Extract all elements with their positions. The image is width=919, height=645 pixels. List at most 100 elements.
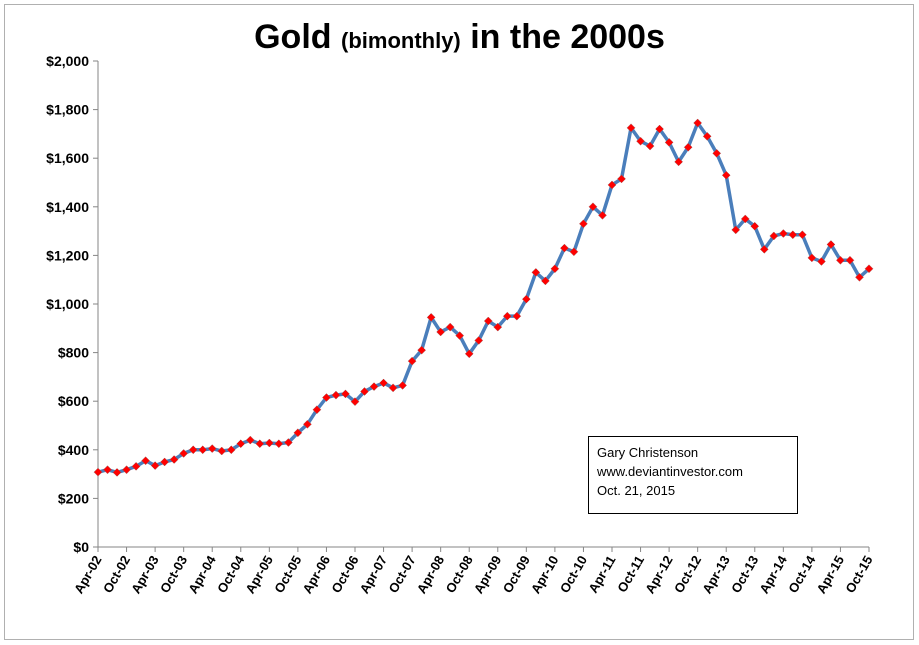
data-point — [674, 157, 683, 167]
data-point — [417, 345, 426, 355]
data-point — [169, 455, 179, 464]
data-point — [721, 170, 731, 180]
data-point — [445, 322, 455, 332]
data-point — [798, 230, 807, 240]
data-point — [493, 322, 503, 332]
data-point — [131, 461, 141, 471]
data-point — [683, 142, 693, 152]
data-point — [531, 268, 541, 277]
data-point — [245, 435, 255, 445]
data-point — [407, 356, 417, 366]
data-point — [655, 124, 664, 134]
data-point — [560, 243, 569, 253]
data-point — [826, 240, 836, 249]
data-point — [769, 231, 779, 241]
data-point — [740, 214, 750, 224]
annotation-author: Gary Christenson — [597, 445, 699, 460]
x-tick-label: Apr-13 — [699, 553, 733, 596]
x-tick-label: Apr-08 — [414, 553, 448, 596]
annotation-box: Gary Christenson www.deviantinvestor.com… — [588, 436, 798, 514]
data-point — [112, 468, 122, 477]
y-tick-label: $1,800 — [46, 102, 89, 118]
data-point — [855, 272, 864, 282]
data-point — [455, 331, 465, 340]
data-point — [845, 255, 855, 265]
data-point — [103, 465, 112, 475]
data-point — [436, 327, 446, 337]
x-tick-label: Apr-04 — [185, 552, 219, 596]
data-point — [141, 456, 150, 466]
y-tick-label: $1,600 — [46, 150, 89, 166]
data-point — [607, 180, 617, 190]
data-point — [550, 264, 560, 274]
data-point — [588, 202, 598, 212]
data-point — [426, 313, 436, 322]
data-point — [198, 445, 208, 455]
y-tick-label: $2,000 — [46, 53, 89, 69]
x-tick-label: Apr-12 — [642, 553, 676, 596]
x-tick-label: Apr-11 — [585, 553, 618, 596]
data-point — [93, 467, 103, 477]
data-point — [274, 439, 284, 449]
data-point — [617, 174, 626, 184]
title-sub: (bimonthly) — [341, 28, 461, 53]
data-point — [541, 276, 550, 286]
y-tick-label: $1,000 — [46, 296, 89, 312]
data-point — [512, 311, 522, 321]
data-point — [398, 381, 407, 390]
x-tick-label: Oct-15 — [842, 553, 875, 596]
data-point — [293, 428, 303, 438]
data-point — [388, 383, 398, 393]
y-tick-label: $200 — [58, 490, 89, 506]
data-point — [255, 439, 265, 449]
x-tick-label: Apr-06 — [299, 553, 333, 596]
data-point — [598, 210, 607, 220]
x-tick-label: Apr-07 — [357, 553, 391, 596]
data-point — [693, 118, 703, 128]
data-point — [521, 294, 531, 304]
data-point — [702, 131, 712, 141]
data-point — [712, 148, 722, 158]
data-point — [807, 253, 817, 263]
data-point — [207, 444, 217, 453]
x-tick-label: Apr-15 — [813, 553, 847, 596]
annotation-date: Oct. 21, 2015 — [597, 483, 676, 498]
title-end: in the 2000s — [470, 18, 665, 56]
data-point — [350, 397, 360, 407]
y-tick-label: $800 — [58, 345, 89, 361]
data-point — [188, 445, 198, 455]
y-tick-label: $1,200 — [46, 247, 89, 263]
y-tick-label: $0 — [73, 539, 89, 555]
data-point — [817, 257, 826, 266]
data-point — [474, 336, 484, 345]
data-point — [369, 382, 379, 391]
data-point — [579, 219, 588, 229]
y-tick-label: $400 — [58, 442, 89, 458]
annotation-website: www.deviantinvestor.com — [597, 464, 743, 479]
y-tick-label: $600 — [58, 393, 89, 409]
data-point — [379, 378, 388, 388]
data-point — [626, 123, 636, 133]
data-point — [750, 221, 760, 231]
data-point — [836, 255, 845, 265]
x-tick-label: Apr-03 — [128, 553, 162, 596]
data-point — [264, 438, 274, 448]
data-point — [284, 438, 293, 447]
x-tick-label: Apr-02 — [71, 553, 105, 596]
data-point — [150, 461, 160, 470]
x-tick-label: Apr-09 — [471, 553, 505, 596]
x-tick-label: Apr-05 — [242, 553, 276, 596]
data-point — [236, 439, 246, 449]
data-point — [778, 229, 788, 238]
data-point — [312, 405, 322, 415]
data-point — [864, 264, 874, 274]
x-tick-label: Oct-10 — [557, 553, 590, 596]
data-point — [303, 419, 312, 429]
data-point — [360, 387, 369, 396]
data-point — [179, 449, 189, 458]
data-point — [636, 136, 645, 146]
data-point — [341, 389, 350, 399]
data-point — [502, 311, 512, 321]
